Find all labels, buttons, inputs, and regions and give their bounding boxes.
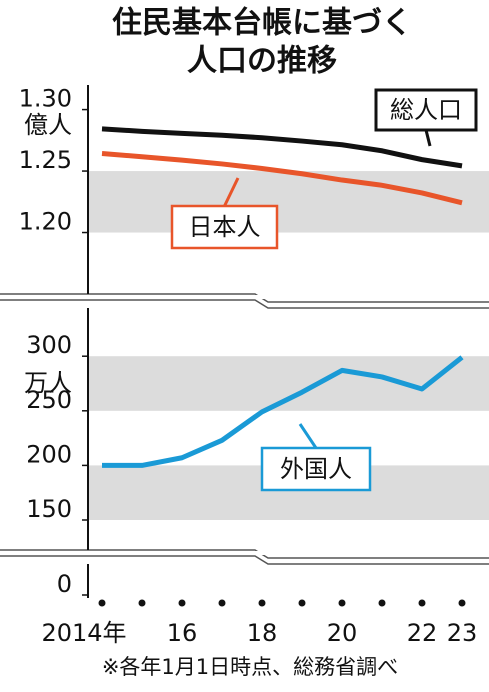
x-dot [218,599,226,607]
x-dot [458,599,466,607]
x-dot [258,599,266,607]
legend-box [170,204,279,250]
callout [298,423,318,449]
x-tick-label: 2014年 [41,619,126,647]
x-dot [178,599,186,607]
axis-break [0,293,489,565]
legend-label: 日本人 [189,213,261,241]
x-tick-label: 18 [247,619,278,647]
y-tick-label: 150 [26,495,72,523]
y-tick-label: 250 [26,386,72,414]
x-dot [418,599,426,607]
legend-label: 外国人 [280,455,352,483]
y-tick-label: 1.30 [19,85,72,113]
x-tick-label: 23 [447,619,478,647]
x-tick-label: 20 [327,619,358,647]
x-dot [338,599,346,607]
x-tick-label: 16 [167,619,198,647]
x-dot [378,599,386,607]
chart-title: 住民基本台帳に基づく [112,6,412,41]
x-dot [138,599,146,607]
legend-box [260,446,372,492]
band [88,356,489,411]
y-unit: 億人 [24,111,72,139]
y-tick-label: 200 [26,440,72,468]
y-tick-label: 300 [26,331,72,359]
legend-box [374,88,478,132]
callout [424,129,432,147]
axis-break-mask [0,295,489,555]
y-tick-label: 1.25 [19,146,72,174]
callout [223,177,240,207]
x-tick-label: 22 [407,619,438,647]
legend-label: 総人口 [390,96,462,124]
x-dot [298,599,306,607]
band [88,171,489,233]
chart-title: 人口の推移 [187,44,337,79]
y-tick-label: 1.20 [19,208,72,236]
x-dot [98,599,106,607]
line [101,150,463,206]
y-unit: 万人 [24,369,72,397]
y-tick-label: 0 [57,570,72,598]
footnote: ※各年1月1日時点、総務省調べ [102,655,398,679]
line [101,126,463,169]
line [102,355,464,468]
